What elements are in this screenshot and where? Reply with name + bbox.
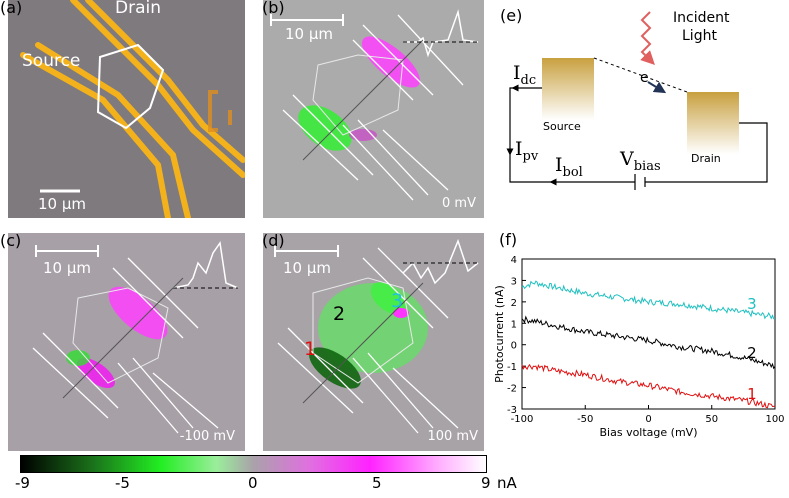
drain-label: Drain xyxy=(691,152,721,165)
cb-tick: 5 xyxy=(372,474,382,492)
panel-label: (c) xyxy=(0,231,22,250)
photocurrent-chart: 4 3 2 1 0 -1 -2 -3-100 -50 0 50 100 Bias voltage (mV… xyxy=(493,255,785,439)
panel-label: (a) xyxy=(0,0,23,17)
source-label: Source xyxy=(22,51,81,71)
series-label-2: 2 xyxy=(747,344,757,362)
x-tick-label: 100 xyxy=(765,414,784,425)
electron-label: e xyxy=(640,70,649,86)
bias-label: 0 mV xyxy=(442,196,476,211)
panel-d: (d) 10 µm 1 2 3 100 mV xyxy=(262,231,484,451)
light-label: Light xyxy=(682,28,717,44)
colorbar xyxy=(20,455,487,473)
series-label-3: 3 xyxy=(747,295,757,313)
vbias-label: Vbias xyxy=(620,148,661,174)
marker-bracket xyxy=(208,90,232,132)
region-1-label: 1 xyxy=(304,338,317,360)
y-tick-label: -1 xyxy=(507,362,517,373)
green-spot xyxy=(298,105,352,151)
cb-tick: 0 xyxy=(248,474,258,492)
drain-lead-2 xyxy=(70,0,246,178)
x-tick-label: -50 xyxy=(577,414,593,425)
y-tick-label: 3 xyxy=(511,276,517,287)
bias-label: -100 mV xyxy=(179,429,235,444)
x-tick-label: 0 xyxy=(645,414,651,425)
x-tick-label: -100 xyxy=(511,414,534,425)
source-block xyxy=(542,58,594,120)
panel-label: (f) xyxy=(499,230,518,249)
region-3-label: 3 xyxy=(391,290,404,312)
optical-image xyxy=(8,0,246,221)
series-label-1: 1 xyxy=(747,385,757,403)
panel-f: (f) 4 3 2 1 0 -1 -2 -3 -100 -50 0 50 100 Bias voltage… xyxy=(493,230,785,494)
region-2-label: 2 xyxy=(333,303,346,325)
photocurrent-map-c xyxy=(8,233,245,451)
x-axis-label: Bias voltage (mV) xyxy=(600,426,698,439)
y-tick-label: -3 xyxy=(507,405,517,416)
y-tick-label: 2 xyxy=(511,298,517,309)
y-tick-label: -2 xyxy=(507,384,517,395)
series-line-3 xyxy=(521,280,775,320)
electron-arrow xyxy=(647,81,667,94)
cb-tick: -9 xyxy=(15,474,30,492)
cb-tick: -5 xyxy=(115,474,130,492)
y-axis-label: Photocurrent (nA) xyxy=(495,285,506,383)
panel-label: (d) xyxy=(262,231,285,250)
magenta-spot xyxy=(361,36,421,88)
light-arrow xyxy=(640,11,655,65)
cb-unit: nA xyxy=(497,474,517,492)
source-label: Source xyxy=(543,120,581,133)
photocurrent-map-d xyxy=(263,233,484,451)
series-line-2 xyxy=(521,315,776,370)
source-lead-1 xyxy=(20,52,171,221)
y-tick-label: 4 xyxy=(511,255,517,266)
photocurrent-map-b xyxy=(263,0,484,218)
source-lead-2 xyxy=(35,42,191,221)
scale-label: 10 µm xyxy=(38,195,87,213)
cb-tick: 9 xyxy=(481,474,491,492)
y-tick-label: 0 xyxy=(511,341,517,352)
idc-label: Idc xyxy=(513,62,537,88)
panel-label: (b) xyxy=(262,0,285,17)
flake-outline xyxy=(96,43,165,130)
panel-b: (b) 10 µm 0 mV xyxy=(262,0,484,218)
drain-lead-1 xyxy=(85,0,246,163)
drain-label: Drain xyxy=(115,0,161,18)
scale-label: 10 µm xyxy=(283,259,332,277)
incident-label: Incident xyxy=(673,10,730,26)
y-tick-label: 1 xyxy=(511,319,517,330)
ipv-label: Ipv xyxy=(515,138,539,164)
panel-c: (c) 10 µm -100 mV xyxy=(0,231,245,451)
series-line-1 xyxy=(521,363,776,409)
drain-block xyxy=(687,92,739,154)
ibol-label: Ibol xyxy=(555,154,583,180)
circuit-diagram xyxy=(506,11,768,190)
panel-label: (e) xyxy=(500,6,523,25)
scale-label: 10 µm xyxy=(43,259,92,277)
x-tick-label: 50 xyxy=(705,414,718,425)
bias-label: 100 mV xyxy=(427,429,478,444)
scale-label: 10 µm xyxy=(285,25,334,43)
panel-a: (a) Drain Source 10 µm xyxy=(0,0,246,221)
panel-e: (e) Incident Light Idc e Source Drain Ip… xyxy=(495,0,785,225)
